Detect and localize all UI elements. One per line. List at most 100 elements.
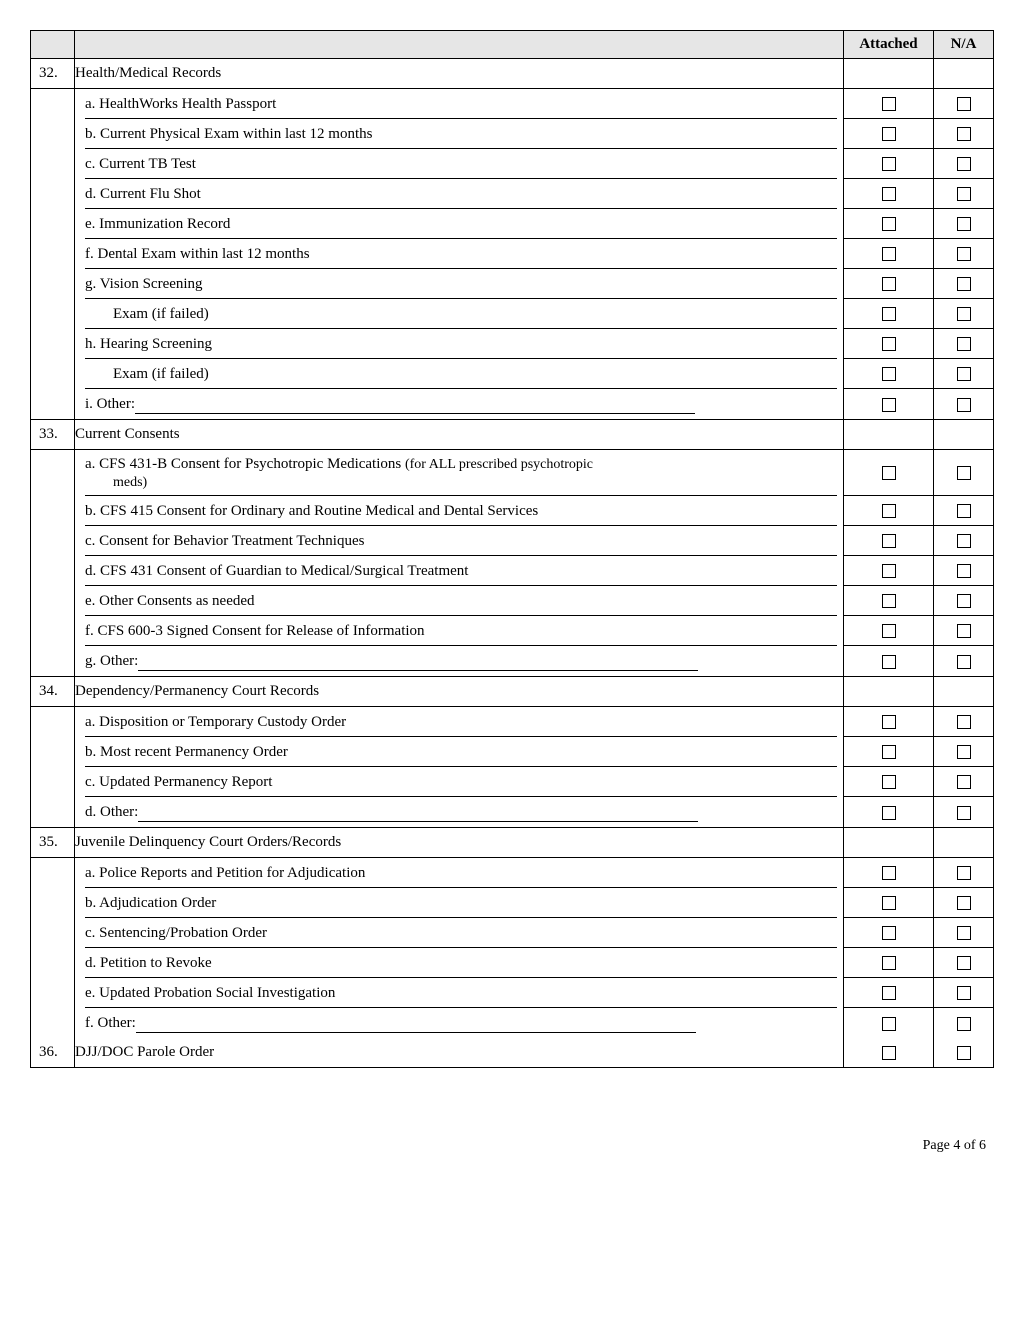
- checkbox-na[interactable]: [957, 1017, 971, 1031]
- sub-item-label: i. Other:: [85, 395, 837, 414]
- sub-item-label: b. Most recent Permanency Order: [85, 743, 837, 762]
- checkbox-attached[interactable]: [882, 277, 896, 291]
- sub-item-label: Exam (if failed): [85, 365, 837, 384]
- checkbox-attached[interactable]: [882, 157, 896, 171]
- checkbox-na[interactable]: [957, 97, 971, 111]
- checkbox-attached[interactable]: [882, 247, 896, 261]
- other-blank-line[interactable]: [138, 807, 698, 822]
- checkbox-na[interactable]: [957, 775, 971, 789]
- checkbox-attached[interactable]: [882, 896, 896, 910]
- checkbox-attached[interactable]: [882, 986, 896, 1000]
- checkbox-attached[interactable]: [882, 715, 896, 729]
- checkbox-na[interactable]: [957, 745, 971, 759]
- checkbox-na[interactable]: [957, 398, 971, 412]
- sub-item-label: a. CFS 431-B Consent for Psychotropic Me…: [85, 455, 837, 491]
- checkbox-na[interactable]: [957, 277, 971, 291]
- sub-item: Exam (if failed): [85, 299, 837, 329]
- checkbox-attached[interactable]: [882, 504, 896, 518]
- checkbox-attached[interactable]: [882, 127, 896, 141]
- checkbox-attached[interactable]: [882, 466, 896, 480]
- checkbox-attached[interactable]: [882, 866, 896, 880]
- sub-item: i. Other:: [85, 389, 837, 419]
- section-title: Juvenile Delinquency Court Orders/Record…: [75, 828, 843, 857]
- sub-item: d. Other:: [85, 797, 837, 827]
- sub-item-label: d. CFS 431 Consent of Guardian to Medica…: [85, 562, 837, 581]
- checkbox-na[interactable]: [957, 187, 971, 201]
- checkbox-attached[interactable]: [882, 97, 896, 111]
- sub-item: c. Consent for Behavior Treatment Techni…: [85, 526, 837, 556]
- header-attached: Attached: [844, 31, 934, 59]
- checkbox-attached[interactable]: [882, 655, 896, 669]
- checkbox-na[interactable]: [957, 157, 971, 171]
- section-title-row: 35.Juvenile Delinquency Court Orders/Rec…: [31, 828, 994, 858]
- sub-item-label: e. Updated Probation Social Investigatio…: [85, 984, 837, 1003]
- checkbox-attached[interactable]: [882, 1046, 896, 1060]
- checkbox-na[interactable]: [957, 896, 971, 910]
- section-items-row: a. Disposition or Temporary Custody Orde…: [31, 707, 994, 828]
- checkbox-attached[interactable]: [882, 594, 896, 608]
- section-number: 33.: [31, 420, 75, 450]
- checkbox-attached[interactable]: [882, 337, 896, 351]
- sub-item-label: e. Immunization Record: [85, 215, 837, 234]
- checkbox-attached[interactable]: [882, 367, 896, 381]
- checkbox-na[interactable]: [957, 655, 971, 669]
- checkbox-na[interactable]: [957, 1046, 971, 1060]
- sub-item: f. Other:: [85, 1008, 837, 1038]
- checkbox-na[interactable]: [957, 564, 971, 578]
- sub-item: e. Immunization Record: [85, 209, 837, 239]
- sub-item: a. Police Reports and Petition for Adjud…: [85, 858, 837, 888]
- single-row: 36. DJJ/DOC Parole Order: [31, 1038, 994, 1068]
- checkbox-attached[interactable]: [882, 775, 896, 789]
- checkbox-na[interactable]: [957, 504, 971, 518]
- checkbox-na[interactable]: [957, 367, 971, 381]
- checkbox-attached[interactable]: [882, 806, 896, 820]
- sub-item: h. Hearing Screening: [85, 329, 837, 359]
- checkbox-attached[interactable]: [882, 745, 896, 759]
- checkbox-na[interactable]: [957, 337, 971, 351]
- checkbox-attached[interactable]: [882, 956, 896, 970]
- checkbox-na[interactable]: [957, 624, 971, 638]
- checkbox-na[interactable]: [957, 127, 971, 141]
- checkbox-attached[interactable]: [882, 564, 896, 578]
- sub-item-label: g. Other:: [85, 652, 837, 671]
- sub-item: f. Dental Exam within last 12 months: [85, 239, 837, 269]
- sub-item: a. CFS 431-B Consent for Psychotropic Me…: [85, 450, 837, 496]
- checkbox-na[interactable]: [957, 866, 971, 880]
- checkbox-na[interactable]: [957, 715, 971, 729]
- checkbox-na[interactable]: [957, 806, 971, 820]
- checkbox-attached[interactable]: [882, 1017, 896, 1031]
- sub-item: d. CFS 431 Consent of Guardian to Medica…: [85, 556, 837, 586]
- sub-item-label: b. Adjudication Order: [85, 894, 837, 913]
- checkbox-na[interactable]: [957, 956, 971, 970]
- sub-item: b. Most recent Permanency Order: [85, 737, 837, 767]
- section-title: Dependency/Permanency Court Records: [75, 677, 843, 706]
- checkbox-attached[interactable]: [882, 187, 896, 201]
- sub-item-label: a. HealthWorks Health Passport: [85, 95, 837, 114]
- row-title: DJJ/DOC Parole Order: [75, 1038, 843, 1067]
- checkbox-attached[interactable]: [882, 217, 896, 231]
- checkbox-na[interactable]: [957, 217, 971, 231]
- other-blank-line[interactable]: [135, 399, 695, 414]
- sub-item: b. CFS 415 Consent for Ordinary and Rout…: [85, 496, 837, 526]
- section-title-row: 34.Dependency/Permanency Court Records: [31, 677, 994, 707]
- checkbox-na[interactable]: [957, 534, 971, 548]
- other-blank-line[interactable]: [136, 1018, 696, 1033]
- checkbox-attached[interactable]: [882, 534, 896, 548]
- checkbox-na[interactable]: [957, 594, 971, 608]
- checkbox-attached[interactable]: [882, 926, 896, 940]
- sub-item-label: d. Other:: [85, 803, 837, 822]
- other-blank-line[interactable]: [138, 656, 698, 671]
- checkbox-na[interactable]: [957, 466, 971, 480]
- checkbox-na[interactable]: [957, 307, 971, 321]
- sub-item: a. Disposition or Temporary Custody Orde…: [85, 707, 837, 737]
- checkbox-attached[interactable]: [882, 398, 896, 412]
- checkbox-na[interactable]: [957, 926, 971, 940]
- sub-item: b. Current Physical Exam within last 12 …: [85, 119, 837, 149]
- checkbox-attached[interactable]: [882, 307, 896, 321]
- sub-item: d. Petition to Revoke: [85, 948, 837, 978]
- checkbox-na[interactable]: [957, 986, 971, 1000]
- sub-item: b. Adjudication Order: [85, 888, 837, 918]
- checkbox-na[interactable]: [957, 247, 971, 261]
- checkbox-attached[interactable]: [882, 624, 896, 638]
- sub-item-label: f. CFS 600-3 Signed Consent for Release …: [85, 622, 837, 641]
